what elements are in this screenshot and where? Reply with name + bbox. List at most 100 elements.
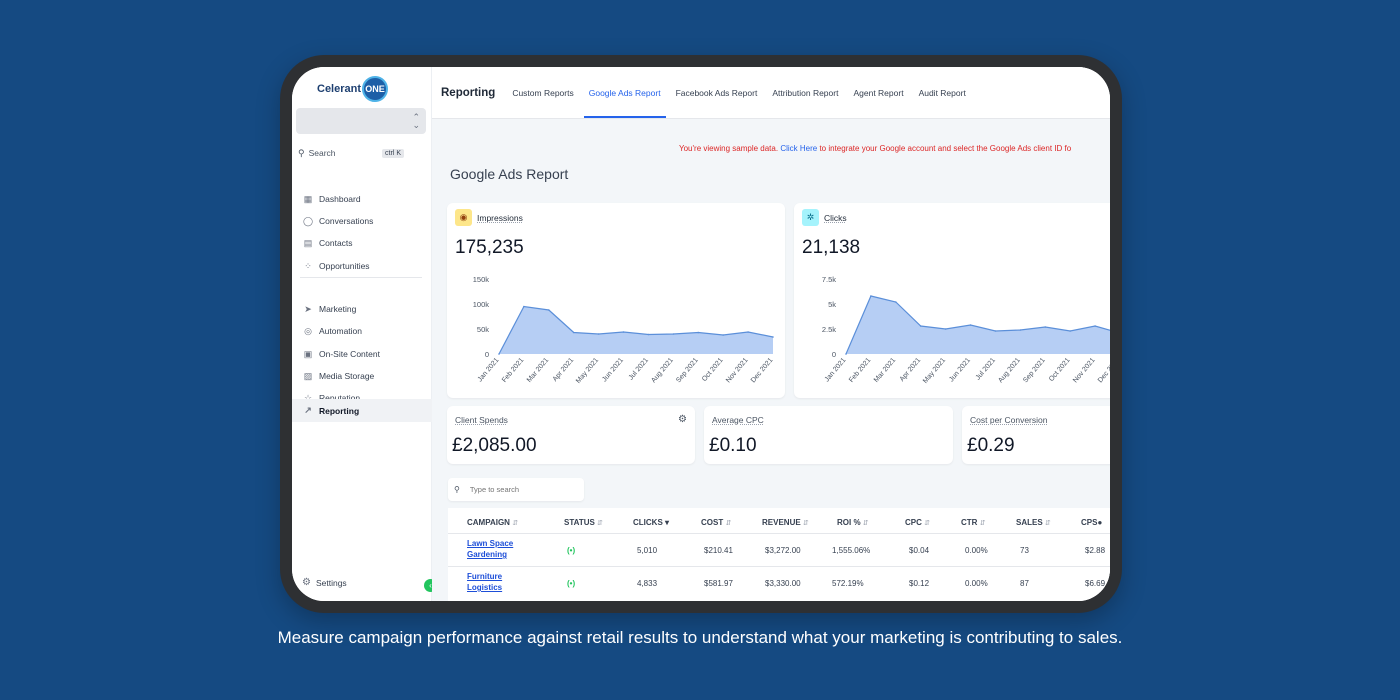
cell-revenue: $3,330.00: [765, 579, 801, 588]
chevron-updown-icon: ⌃ ⌄: [412, 112, 420, 130]
x-tick-label: Nov 2021: [725, 357, 750, 385]
tab-facebook-ads-report[interactable]: Facebook Ads Report: [675, 87, 758, 98]
data-point: [722, 334, 724, 336]
data-point: [845, 353, 847, 355]
header-label: CLICKS: [633, 518, 663, 527]
campaign-link[interactable]: Furniture Logistics: [467, 572, 503, 592]
sort-desc-icon: ▾: [665, 518, 670, 527]
x-tick-label: Sep 2021: [1022, 357, 1047, 385]
column-header-ctr[interactable]: CTR ⇵: [961, 518, 986, 527]
data-point: [697, 331, 700, 334]
table-search-input[interactable]: [469, 485, 570, 494]
tab-attribution-report[interactable]: Attribution Report: [772, 87, 839, 98]
data-point: [870, 295, 872, 297]
column-header-campaign[interactable]: CAMPAIGN ⇵: [467, 518, 518, 527]
y-tick-label: 5k: [828, 300, 836, 309]
average-cpc-card: Average CPC £0.10: [704, 406, 953, 464]
cell-clicks: 5,010: [637, 546, 658, 555]
column-header-cost[interactable]: COST ⇵: [701, 518, 731, 527]
column-header-status[interactable]: STATUS ⇵: [564, 518, 603, 527]
cell-cps: $2.88: [1085, 546, 1106, 555]
sidebar-item-reputation[interactable]: ☆ Reputation: [292, 387, 432, 409]
data-point: [572, 331, 575, 334]
sort-icon: ⇵: [862, 520, 869, 527]
impressions-card: ◉ Impressions 175,235 150k 100k 50k 0 Jan 20…: [447, 203, 785, 398]
data-point: [597, 333, 600, 335]
clicks-value: 21,138: [802, 237, 861, 258]
cell-clicks: 4,833: [637, 579, 658, 588]
column-header-cps[interactable]: CPS●: [1081, 518, 1102, 527]
sidebar-item-marketing[interactable]: ➤ Marketing: [292, 298, 432, 320]
data-point: [498, 353, 500, 355]
tab-custom-reports[interactable]: Custom Reports: [512, 87, 574, 98]
brand-logo[interactable]: Celerant ONE: [317, 75, 389, 103]
tab-audit-report[interactable]: Audit Report: [918, 87, 966, 98]
data-point: [919, 325, 922, 327]
column-header-roi[interactable]: ROI % ⇵: [837, 518, 869, 527]
sidebar-item-label: Dashboard: [319, 194, 361, 204]
gear-icon[interactable]: ⚙: [678, 414, 687, 425]
chevron-left-icon: ‹: [429, 581, 432, 590]
x-tick-label: Sep 2021: [675, 357, 700, 385]
x-tick-label: Jul 2021: [975, 357, 997, 382]
sidebar-divider: [300, 277, 422, 278]
sidebar-item-conversations[interactable]: ◯ Conversations: [292, 210, 432, 232]
x-tick-label: May 2021: [922, 357, 947, 385]
sidebar-item-settings[interactable]: ⚙ Settings: [302, 577, 347, 588]
search-shortcut: ctrl K: [382, 148, 404, 158]
search-label: Search: [308, 148, 336, 158]
sample-data-notice: You're viewing sample data. Click Here t…: [679, 144, 1071, 153]
column-header-revenue[interactable]: REVENUE ⇵: [762, 518, 809, 527]
header-label: REVENUE: [762, 518, 801, 527]
column-header-clicks[interactable]: CLICKS ▾: [633, 518, 669, 527]
series-line: [498, 305, 774, 355]
trend-icon: ↗: [304, 405, 312, 415]
client-spends-label: Client Spends: [455, 415, 508, 425]
cost-per-conversion-card: Cost per Conversion £0.29: [962, 406, 1110, 464]
sidebar-item-label: Contacts: [319, 238, 353, 248]
sidebar-item-opportunities[interactable]: ⁘ Opportunities: [292, 255, 432, 277]
data-point: [969, 324, 972, 326]
sidebar-search[interactable]: ⚲ Search ctrl K: [298, 145, 404, 161]
data-point: [1069, 330, 1071, 332]
image-icon: ▨: [303, 370, 313, 381]
y-tick-label: 7.5k: [822, 275, 836, 284]
campaign-link[interactable]: Lawn Space Gardening: [467, 539, 514, 559]
sidebar-item-reporting[interactable]: ↗ Reporting: [292, 399, 432, 422]
tab-google-ads-report[interactable]: Google Ads Report: [583, 67, 666, 119]
automation-icon: ◎: [304, 325, 312, 336]
sidebar-item-contacts[interactable]: ▤ Contacts: [292, 232, 432, 254]
gear-icon: ⚙: [302, 577, 311, 588]
tab-agent-report[interactable]: Agent Report: [853, 87, 904, 98]
account-select[interactable]: ⌃ ⌄: [296, 108, 426, 134]
sidebar-item-label: Media Storage: [319, 371, 375, 381]
sidebar-item-dashboard[interactable]: ▦ Dashboard: [292, 188, 432, 210]
tablet-screen: Celerant ONE ⌃ ⌄ ⚲ Search ctrl K ▦ Dashbo…: [292, 67, 1110, 601]
column-header-cpc[interactable]: CPC ⇵: [905, 518, 930, 527]
data-point: [548, 309, 550, 311]
x-tick-label: Dec 2021: [1097, 357, 1110, 385]
clicks-label: Clicks: [824, 212, 847, 223]
header-label: CTR: [961, 518, 978, 527]
client-spends-card: Client Spends ⚙ £2,085.00: [447, 406, 695, 464]
cell-cpc: $0.12: [909, 579, 930, 588]
cursor-click-icon: ✲: [802, 209, 819, 226]
network-icon: ⁘: [304, 260, 312, 271]
sort-icon: ⇵: [979, 520, 986, 527]
cost-per-conversion-value: £0.29: [967, 435, 1015, 456]
x-tick-label: Oct 2021: [1048, 357, 1072, 383]
data-point: [647, 333, 650, 336]
sidebar-item-on-site-content[interactable]: ▣ On-Site Content: [292, 343, 432, 365]
cell-ctr: 0.00%: [965, 579, 988, 588]
header-label: COST: [701, 518, 724, 527]
integrate-link[interactable]: Click Here: [780, 144, 818, 153]
campaign-table: CAMPAIGN ⇵ STATUS ⇵ CLICKS ▾ COST ⇵ REVE…: [448, 508, 1110, 601]
sidebar-item-media-storage[interactable]: ▨ Media Storage: [292, 365, 432, 387]
client-spends-value: £2,085.00: [452, 435, 537, 456]
sidebar-item-automation[interactable]: ◎ Automation: [292, 320, 432, 342]
column-header-sales[interactable]: SALES ⇵: [1016, 518, 1051, 527]
average-cpc-value: £0.10: [709, 435, 757, 456]
y-tick-label: 50k: [477, 325, 489, 334]
impressions-label: Impressions: [477, 212, 523, 223]
data-point: [1019, 329, 1022, 331]
